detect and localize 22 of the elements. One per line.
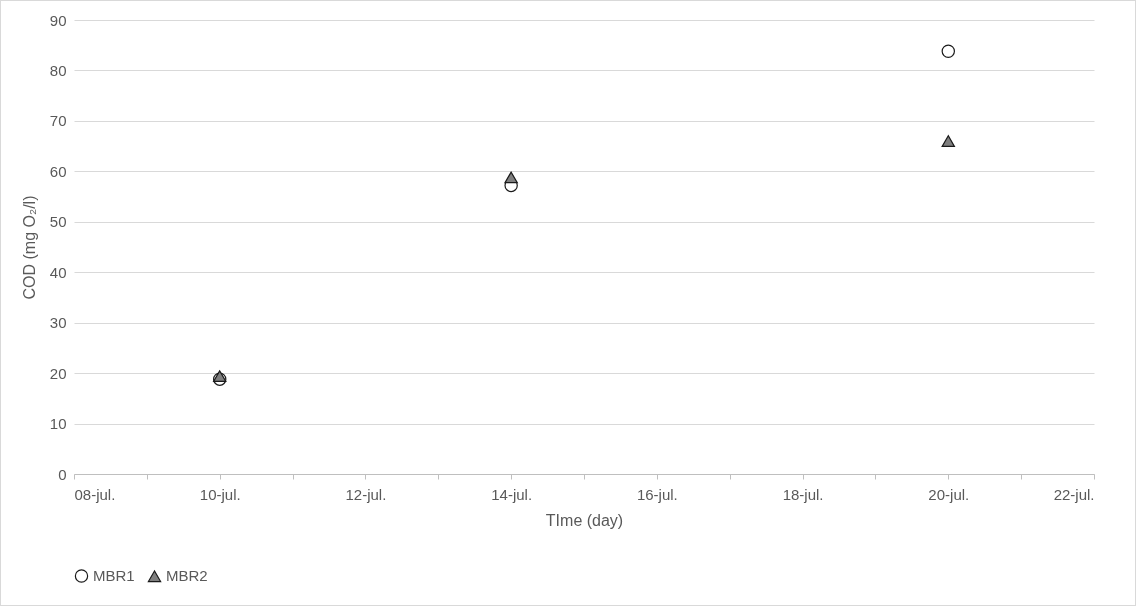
- x-tick-label: 10-jul.: [199, 485, 241, 503]
- y-tick-label: 20: [49, 364, 67, 382]
- y-tick-label: 10: [49, 415, 67, 433]
- x-tick-label: 14-jul.: [491, 485, 533, 503]
- x-tick-label: 18-jul.: [782, 485, 824, 503]
- y-tick-label: 80: [49, 61, 67, 79]
- x-tick-label: 12-jul.: [345, 485, 387, 503]
- legend-label: MBR2: [166, 567, 208, 585]
- y-tick-label: 60: [49, 162, 67, 180]
- x-tick-label: 22-jul.: [1053, 485, 1095, 503]
- y-tick-label: 0: [58, 465, 67, 483]
- y-tick-label: 30: [49, 314, 67, 332]
- y-axis-title: COD (mg O₂/l): [20, 195, 38, 300]
- x-tick-label: 08-jul.: [74, 485, 116, 503]
- y-tick-label: 50: [49, 213, 67, 231]
- x-tick-label: 20-jul.: [928, 485, 970, 503]
- x-axis-title: TIme (day): [545, 511, 624, 529]
- x-tick-label: 16-jul.: [636, 485, 678, 503]
- y-tick-label: 90: [49, 11, 67, 29]
- y-tick-label: 70: [49, 112, 67, 130]
- y-tick-label: 40: [49, 263, 67, 281]
- legend-label: MBR1: [93, 566, 135, 584]
